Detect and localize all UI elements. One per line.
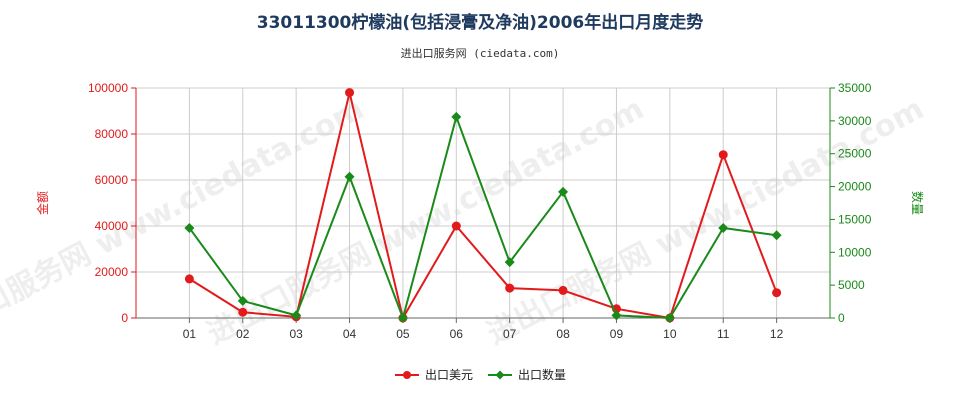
x-tick-label: 06	[450, 327, 464, 341]
left-tick-label: 20000	[95, 265, 129, 279]
watermark-text: 进出口服务网 www.ciedata.com	[202, 91, 650, 351]
axes: 0 20000 40000 60000 80000 100000 0 5000 10000 150…	[88, 81, 872, 341]
right-tick-label: 5000	[838, 278, 865, 292]
quantity-point	[344, 171, 355, 182]
x-tick-label: 08	[556, 327, 570, 341]
x-tick-label: 03	[289, 327, 303, 341]
x-tick-label: 02	[236, 327, 250, 341]
left-tick-label: 100000	[88, 81, 128, 95]
quantity-point	[771, 230, 782, 241]
legend-label: 出口美元	[425, 368, 473, 382]
right-tick-label: 15000	[838, 212, 872, 226]
right-tick-label: 0	[838, 311, 845, 325]
quantity-point	[291, 310, 302, 321]
quantity-point	[237, 295, 248, 306]
legend-marker-circle	[403, 371, 411, 379]
x-tick-label: 09	[610, 327, 624, 341]
usd-point	[558, 285, 568, 295]
quantity-point	[504, 257, 515, 268]
right-axis-title: 数量	[910, 191, 925, 215]
series-line-usd	[188, 92, 778, 321]
legend-marker-diamond	[495, 370, 505, 380]
usd-point	[505, 283, 515, 293]
left-tick-label: 0	[121, 311, 128, 325]
quantity-point	[184, 222, 195, 233]
usd-point	[184, 274, 194, 284]
quantity-point	[718, 222, 729, 233]
right-tick-label: 35000	[838, 81, 872, 95]
legend-label: 出口数量	[518, 367, 566, 382]
x-tick-label: 04	[343, 327, 357, 341]
left-axis-title: 金额	[35, 191, 50, 215]
x-tick-label: 01	[183, 327, 197, 341]
left-tick-label: 80000	[95, 127, 129, 141]
x-tick-label: 07	[503, 327, 517, 341]
usd-point	[451, 221, 461, 231]
series	[184, 88, 782, 323]
x-tick-label: 10	[663, 327, 677, 341]
watermark-text: 进出口服务网 www.ciedata.com	[0, 91, 370, 351]
legend: 出口美元 出口数量	[395, 367, 566, 382]
quantity-point	[664, 313, 675, 323]
usd-point	[345, 88, 355, 98]
x-tick-label: 12	[770, 327, 784, 341]
left-tick-label: 60000	[95, 173, 129, 187]
quantity-point	[611, 310, 622, 321]
right-tick-label: 30000	[838, 114, 872, 128]
right-tick-label: 10000	[838, 245, 872, 259]
usd-point	[238, 307, 248, 317]
chart-subtitle: 进出口服务网 (ciedata.com)	[401, 46, 560, 60]
usd-point	[718, 150, 728, 160]
usd-point	[772, 288, 782, 298]
series-line-quantity	[188, 113, 777, 322]
x-tick-label: 05	[396, 327, 410, 341]
quantity-point	[558, 186, 569, 197]
right-tick-label: 20000	[838, 180, 872, 194]
right-tick-label: 25000	[838, 147, 872, 161]
quantity-point	[397, 313, 408, 323]
x-tick-label: 11	[717, 327, 730, 341]
left-tick-label: 40000	[95, 219, 129, 233]
grid	[135, 87, 831, 319]
quantity-point	[451, 111, 462, 122]
chart-title: 33011300柠檬油(包括浸膏及净油)2006年出口月度走势	[257, 12, 703, 33]
